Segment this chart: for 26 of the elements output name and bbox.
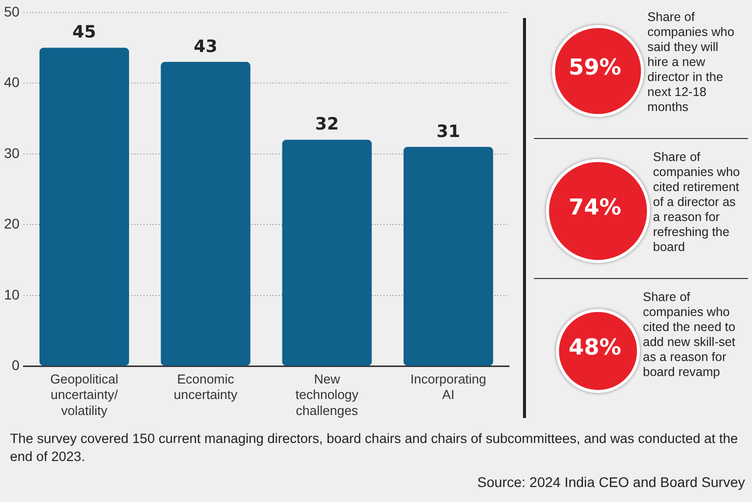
text: The survey covered 150 current managing directors, board chairs and chairs of subcommittees, and was conducted at the end of 2023. [10, 430, 739, 466]
source-note: Source: 2024 India CEO and Board Survey [476, 474, 745, 490]
data-label: 43 [194, 36, 218, 57]
y-tick-label: 20 [4, 216, 20, 232]
x-tick-label: Economic uncertainty [174, 372, 238, 402]
bar [404, 146, 494, 366]
category-label: Share of companies who said they will hire a new director in the next 12-18 months [647, 10, 736, 115]
data-label: 74% [568, 196, 622, 220]
y-tick-label: 40 [4, 74, 20, 90]
data-label: 31 [436, 122, 460, 142]
x-tick-label: Geopolitical uncertainty/ volatility [50, 372, 118, 418]
data-label: 48% [568, 336, 622, 360]
y-tick-label: 10 [4, 286, 20, 302]
bar [160, 62, 250, 366]
x-tick-label: Incorporating AI [410, 372, 486, 402]
y-tick-label: 50 [4, 3, 20, 20]
data-label: 32 [315, 114, 339, 135]
y-tick-label: 0 [12, 357, 20, 374]
data-label: 45 [72, 22, 96, 43]
bar [39, 48, 130, 366]
x-tick-label: New technology challenges [296, 372, 359, 418]
category-label: Share of companies who cited retirement of a director as a reason for refreshing the board [653, 150, 741, 255]
data-label: 59% [568, 56, 622, 80]
bar [282, 140, 372, 366]
y-tick-label: 30 [4, 144, 20, 161]
category-label: Share of companies who cited the need to add new skill-set as a reason for board revamp [642, 290, 736, 380]
